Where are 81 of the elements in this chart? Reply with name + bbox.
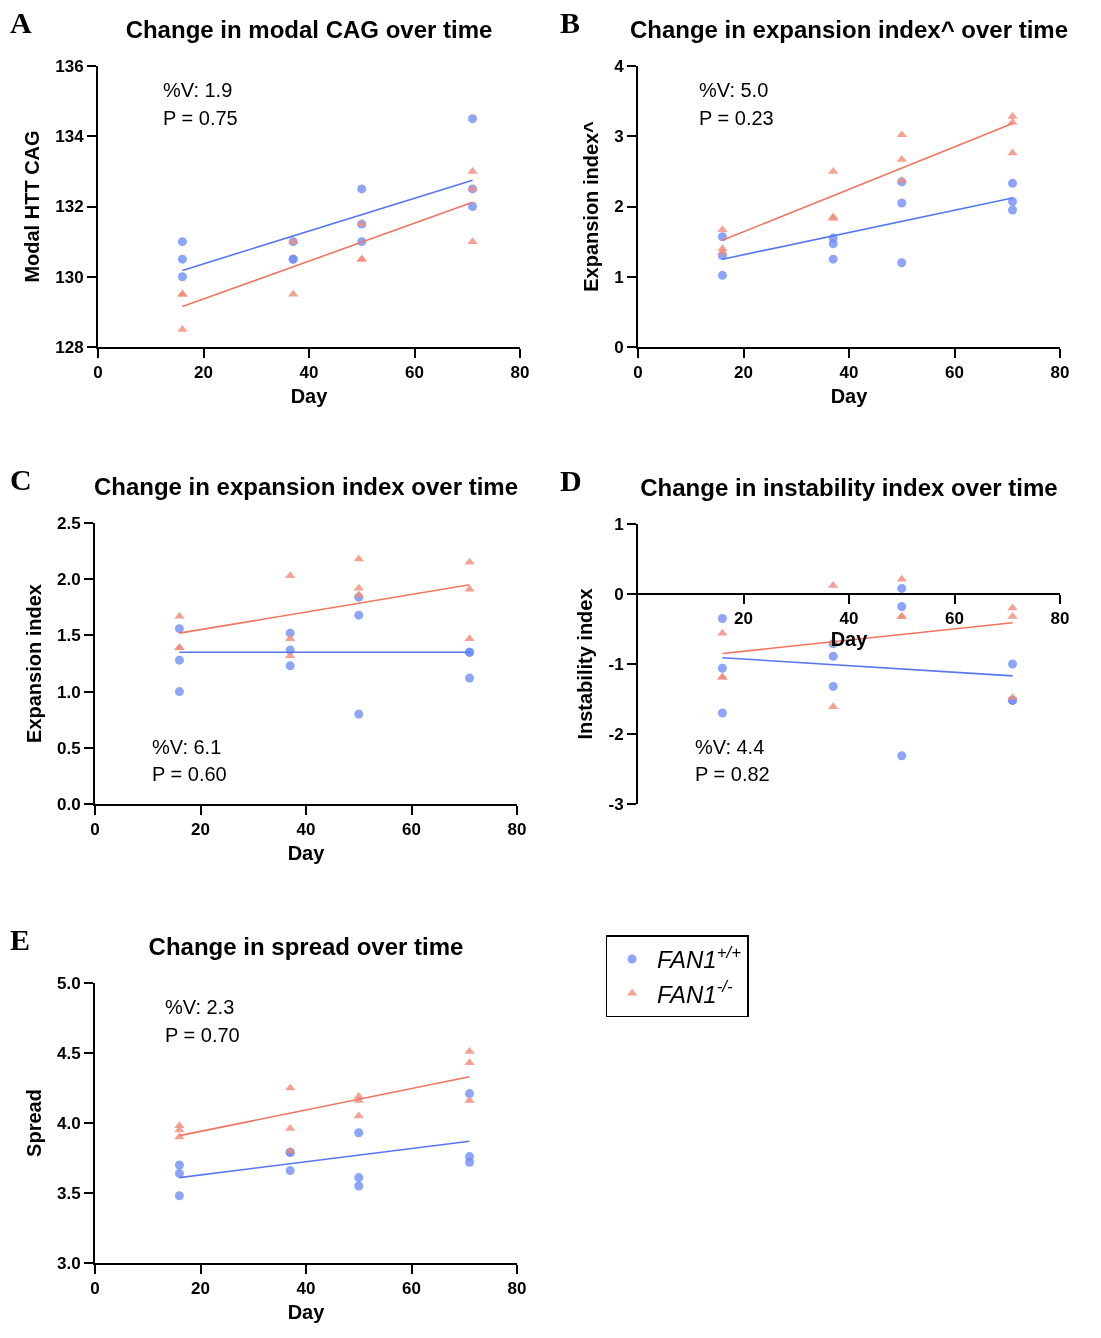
x-axis-title: Day [830,385,869,408]
annotation: %V: 4.4 [695,736,765,758]
y-tick-label: 0.5 [56,738,81,758]
x-tick-label: 20 [734,363,753,383]
x-tick-label: 20 [194,363,213,383]
x-tick-label: 60 [945,363,964,383]
legend-label: FAN1$^{+/+}$ [657,943,742,974]
annotation: P = 0.75 [163,107,238,129]
x-tick-label: 40 [296,1279,316,1299]
annotation: P = 0.23 [699,107,774,129]
annotation: %V: 6.1 [152,736,222,758]
y-tick-label: -1 [608,654,624,674]
annotation: P = 0.60 [152,763,227,785]
y-tick-label: 5.0 [56,973,81,993]
x-tick-label: 20 [191,1279,210,1299]
y-tick-label: 1.0 [56,682,81,702]
x-axis-title: Day [287,842,326,865]
x-axis-title: Day [290,385,329,408]
x-tick-label: 60 [402,820,421,840]
y-tick-label: 4.5 [56,1043,81,1063]
y-tick-label: 0 [614,337,624,357]
y-tick-label: 4 [614,56,625,76]
x-tick-label: 80 [507,820,527,840]
y-tick-label: 3.0 [56,1253,81,1273]
x-tick-label: 60 [405,363,424,383]
x-tick-label: 40 [296,820,316,840]
y-tick-label: 0.0 [56,794,81,814]
y-tick-label: -3 [608,794,624,814]
chart-title: Change in spread over time [148,933,464,960]
x-tick-label: 80 [507,1279,527,1299]
x-tick-label: 20 [191,820,210,840]
x-tick-label: 40 [839,363,859,383]
x-tick-label: 0 [90,1279,100,1299]
y-axis-title: Instability index [574,588,597,740]
text: B [560,6,581,39]
annotation: %V: 1.9 [163,79,233,101]
annotation: P = 0.70 [165,1024,240,1046]
y-axis-title: Expansion index^ [580,120,603,292]
y-tick-label: 2.0 [56,570,81,590]
x-tick-label: 40 [299,363,319,383]
text: A [10,6,32,39]
y-tick-label: 1 [614,267,624,287]
x-tick-label: 80 [1050,363,1070,383]
y-tick-label: 130 [55,267,84,287]
x-tick-label: 60 [945,609,964,629]
x-tick-label: 80 [510,363,530,383]
x-tick-label: 0 [633,363,643,383]
y-tick-label: 132 [55,197,84,217]
annotation: P = 0.82 [695,763,770,785]
legend-label: FAN1$^{-/-}$ [657,977,733,1008]
y-tick-label: 128 [55,337,84,357]
y-axis-title: Spread [22,1089,45,1157]
x-tick-label: 0 [93,363,103,383]
chart-title: Change in expansion index^ over time [629,16,1069,43]
y-tick-label: 4.0 [56,1113,81,1133]
chart-title: Change in expansion index over time [93,473,519,500]
y-tick-label: 1.5 [56,626,81,646]
y-tick-label: 0 [614,584,624,604]
x-tick-label: 80 [1050,609,1070,629]
annotation: %V: 5.0 [699,79,769,101]
chart-title: Change in instability index over time [640,474,1058,501]
chart-title: Change in modal CAG over time [125,16,493,43]
y-tick-label: 3 [614,127,624,147]
y-axis-title: Modal HTT CAG [21,130,44,283]
text: D [560,464,582,497]
y-tick-label: 3.5 [56,1183,81,1203]
y-tick-label: 134 [55,127,85,147]
x-tick-label: 20 [734,609,753,629]
y-tick-label: 2 [614,197,624,217]
y-tick-label: 2.5 [56,513,81,533]
x-tick-label: 60 [402,1279,421,1299]
y-axis-title: Expansion index [22,584,45,743]
x-axis-title: Day [287,1301,326,1324]
y-tick-label: -2 [608,724,624,744]
text: E [10,923,31,956]
annotation: %V: 2.3 [165,996,235,1018]
text: C [10,463,32,496]
y-tick-label: 136 [55,56,84,76]
y-tick-label: 1 [614,514,624,534]
x-tick-label: 40 [839,609,859,629]
x-tick-label: 0 [90,820,100,840]
